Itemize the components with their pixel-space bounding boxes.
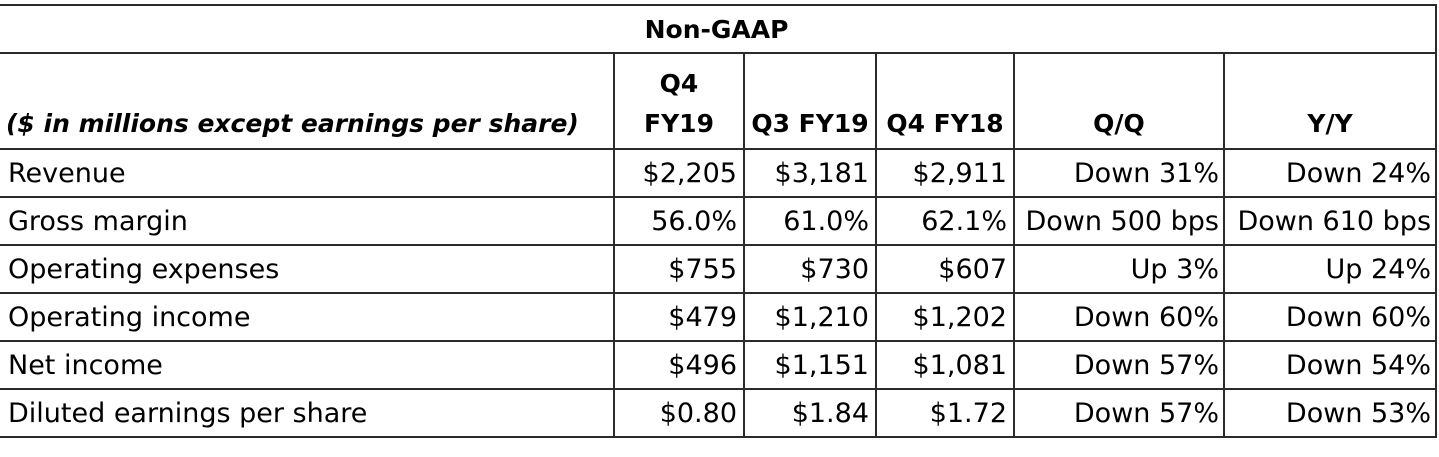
- cell-qq-change: Down 57%: [1013, 340, 1225, 390]
- row-metric-label: Net income: [0, 340, 615, 390]
- cell-q3-fy19: 61.0%: [743, 196, 877, 246]
- financial-table-container: Non-GAAP ($ in millions except earnings …: [0, 4, 1438, 438]
- table-row: Gross margin 56.0% 61.0% 62.1% Down 500 …: [0, 196, 1438, 246]
- cell-q4-fy19: 56.0%: [613, 196, 745, 246]
- cell-q3-fy19: $730: [743, 244, 877, 294]
- cell-yy-change: Down 53%: [1222, 388, 1438, 438]
- cell-qq-change: Down 60%: [1013, 292, 1225, 342]
- cell-q4-fy18: $607: [875, 244, 1015, 294]
- row-metric-label: Revenue: [0, 148, 615, 198]
- cell-q4-fy18: $2,911: [875, 148, 1015, 198]
- cell-q4-fy18: $1.72: [875, 388, 1015, 438]
- column-header-q4-fy19: Q4 FY19: [613, 52, 745, 150]
- cell-qq-change: Down 500 bps: [1013, 196, 1225, 246]
- cell-q4-fy19: $479: [613, 292, 745, 342]
- cell-q3-fy19: $1,210: [743, 292, 877, 342]
- non-gaap-financial-table: Non-GAAP ($ in millions except earnings …: [0, 4, 1438, 438]
- cell-q4-fy18: 62.1%: [875, 196, 1015, 246]
- cell-yy-change: Down 60%: [1222, 292, 1438, 342]
- table-row: Net income $496 $1,151 $1,081 Down 57% D…: [0, 340, 1438, 390]
- cell-q4-fy19: $2,205: [613, 148, 745, 198]
- cell-q4-fy19: $755: [613, 244, 745, 294]
- cell-q3-fy19: $1.84: [743, 388, 877, 438]
- row-metric-label: Operating income: [0, 292, 615, 342]
- column-header-q3-fy19: Q3 FY19: [743, 52, 877, 150]
- column-header-qq: Q/Q: [1013, 52, 1225, 150]
- table-title: Non-GAAP: [0, 4, 1438, 54]
- column-header-q4-fy18: Q4 FY18: [875, 52, 1015, 150]
- table-row: Operating expenses $755 $730 $607 Up 3% …: [0, 244, 1438, 294]
- column-header-yy: Y/Y: [1222, 52, 1438, 150]
- cell-yy-change: Up 24%: [1222, 244, 1438, 294]
- column-header-metric: ($ in millions except earnings per share…: [0, 52, 615, 150]
- table-title-row: Non-GAAP: [0, 4, 1438, 54]
- table-row: Revenue $2,205 $3,181 $2,911 Down 31% Do…: [0, 148, 1438, 198]
- row-metric-label: Operating expenses: [0, 244, 615, 294]
- cell-yy-change: Down 54%: [1222, 340, 1438, 390]
- table-row: Diluted earnings per share $0.80 $1.84 $…: [0, 388, 1438, 438]
- cell-q3-fy19: $1,151: [743, 340, 877, 390]
- cell-q3-fy19: $3,181: [743, 148, 877, 198]
- cell-q4-fy19: $0.80: [613, 388, 745, 438]
- row-metric-label: Diluted earnings per share: [0, 388, 615, 438]
- cell-q4-fy18: $1,081: [875, 340, 1015, 390]
- row-metric-label: Gross margin: [0, 196, 615, 246]
- cell-q4-fy19: $496: [613, 340, 745, 390]
- cell-qq-change: Down 57%: [1013, 388, 1225, 438]
- table-row: Operating income $479 $1,210 $1,202 Down…: [0, 292, 1438, 342]
- cell-q4-fy18: $1,202: [875, 292, 1015, 342]
- column-header-row: ($ in millions except earnings per share…: [0, 52, 1438, 150]
- cell-yy-change: Down 610 bps: [1222, 196, 1438, 246]
- cell-qq-change: Down 31%: [1013, 148, 1225, 198]
- cell-qq-change: Up 3%: [1013, 244, 1225, 294]
- cell-yy-change: Down 24%: [1222, 148, 1438, 198]
